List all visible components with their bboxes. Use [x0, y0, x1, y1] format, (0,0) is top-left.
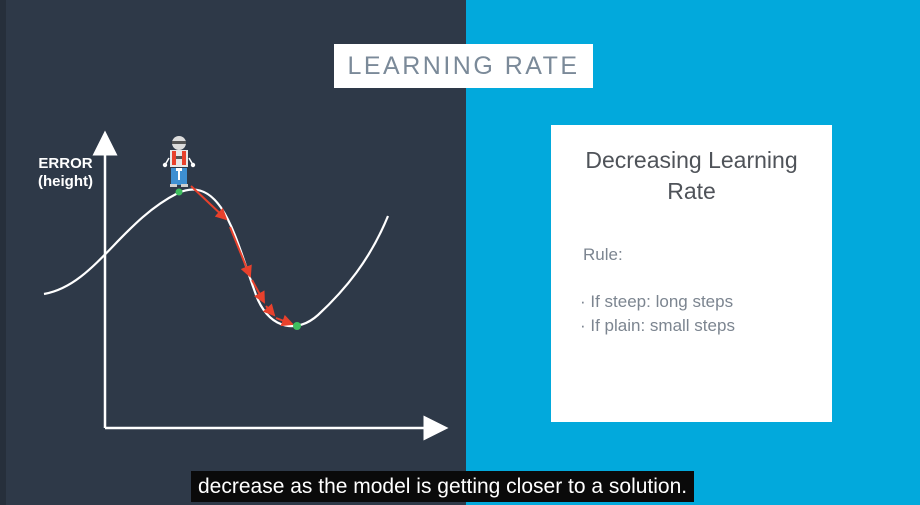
rule-card: Decreasing Learning Rate Rule: · If stee…	[551, 125, 832, 422]
robot-icon	[162, 136, 196, 187]
step-arrow	[190, 185, 228, 221]
step-arrow	[251, 279, 265, 304]
step-arrow	[262, 303, 276, 317]
rule-item-plain: · If plain: small steps	[580, 316, 735, 335]
y-axis-label-line1: ERROR	[38, 155, 93, 172]
left-edge-strip	[0, 0, 6, 505]
card-title-line1: Decreasing Learning	[585, 147, 798, 173]
step-arrow	[275, 314, 294, 327]
error-curve-diagram	[43, 130, 449, 441]
rule-item-steep: · If steep: long steps	[580, 292, 734, 311]
start-point	[175, 188, 183, 196]
step-arrows	[190, 185, 294, 327]
video-subtitle: decrease as the model is getting closer …	[191, 471, 695, 502]
y-axis-label: ERROR (height)	[28, 155, 103, 191]
card-title-line2: Rate	[667, 178, 716, 204]
card-title: Decreasing Learning Rate	[551, 145, 832, 207]
rule-list: · If steep: long steps · If plain: small…	[580, 290, 735, 338]
slide-title: LEARNING RATE	[334, 44, 593, 88]
step-arrow	[229, 226, 252, 278]
y-axis-label-line2: (height)	[38, 173, 93, 190]
minimum-point	[293, 322, 301, 330]
slide-title-text: LEARNING RATE	[347, 51, 580, 80]
rule-label: Rule:	[583, 245, 623, 264]
